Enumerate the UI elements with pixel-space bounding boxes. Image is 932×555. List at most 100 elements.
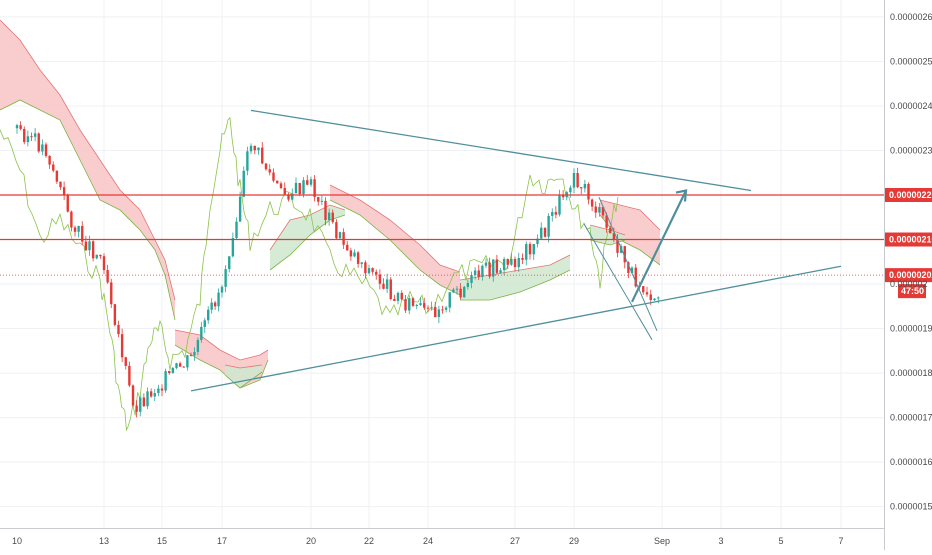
countdown-bg <box>898 284 926 299</box>
candle-body <box>249 145 253 152</box>
candle-body <box>178 363 182 367</box>
time-tick-label: 10 <box>12 536 22 546</box>
trendline-lower[interactable] <box>190 265 842 392</box>
candle-body <box>360 262 363 264</box>
cloud-bullish-3-edge-b <box>460 269 571 301</box>
candle-body <box>120 334 124 358</box>
candle-body <box>517 257 520 268</box>
candle-body <box>371 268 374 272</box>
time-tick-label: 7 <box>838 536 843 546</box>
candle-body <box>287 194 290 200</box>
candle-body <box>558 195 561 215</box>
candle-body <box>473 270 477 275</box>
projection-arrow-head[interactable] <box>675 189 688 202</box>
candle-body <box>189 355 193 357</box>
level-tag-220: 0.00000220 <box>889 190 932 200</box>
candle-body <box>157 388 160 394</box>
horizontal-levels[interactable] <box>0 194 884 276</box>
candle-body <box>484 262 488 266</box>
cloud-bearish-1-edge-a <box>0 19 176 301</box>
candle-body <box>525 244 528 260</box>
candle-body <box>313 179 316 197</box>
cloud-bearish-1 <box>0 20 175 320</box>
trendlines[interactable] <box>190 109 842 392</box>
candle-body <box>411 298 415 306</box>
candle-body <box>481 265 484 277</box>
channel-line-b[interactable] <box>598 197 658 331</box>
projection-arrow-shaft[interactable] <box>631 190 687 303</box>
trendline-upper[interactable] <box>250 109 752 192</box>
candle-body <box>601 207 605 216</box>
countdown-label: 47:50 <box>901 286 924 296</box>
candle-body <box>73 227 77 232</box>
candle-body <box>242 170 245 197</box>
candles <box>15 121 660 418</box>
cloud-bullish-2-edge-b <box>269 214 346 271</box>
candle-body <box>171 367 175 374</box>
candle-body <box>294 182 298 194</box>
candle-body <box>306 180 309 185</box>
candle-body <box>30 136 33 138</box>
candle-body <box>264 163 268 170</box>
time-tick-label: 3 <box>718 536 723 546</box>
candle-body <box>217 292 220 307</box>
candle-body <box>423 303 426 308</box>
candle-body <box>536 238 539 244</box>
candle-body <box>327 212 331 221</box>
candle-body <box>153 393 156 397</box>
time-tick-label: 15 <box>157 536 167 546</box>
candle-body <box>521 257 524 260</box>
candle-body <box>499 270 502 273</box>
candle-body <box>364 262 367 274</box>
candle-body <box>657 297 660 299</box>
candle-body <box>543 227 547 237</box>
candle-body <box>619 246 623 253</box>
candle-body <box>257 147 260 151</box>
candle-body <box>324 200 327 221</box>
candle-body <box>139 397 142 412</box>
candle-body <box>88 241 91 251</box>
candle-body <box>623 246 626 263</box>
candle-body <box>128 365 131 386</box>
candle-body <box>160 388 164 391</box>
candle-body <box>81 225 84 242</box>
candle-body <box>37 133 40 152</box>
cloud-bearish-4-edge-a <box>599 199 661 231</box>
candle-body <box>182 366 185 368</box>
candle-body <box>506 258 509 265</box>
candle-body <box>175 363 178 368</box>
candle-body <box>375 271 378 275</box>
candle-body <box>554 212 558 215</box>
candle-body <box>272 172 275 181</box>
candle-body <box>415 305 418 307</box>
candle-body <box>459 288 462 298</box>
candle-body <box>367 268 371 274</box>
candle-body <box>91 241 95 259</box>
candle-body <box>77 225 80 232</box>
time-tick-label: 29 <box>569 536 579 546</box>
candle-body <box>569 187 572 193</box>
candle-body <box>149 391 153 397</box>
candle-body <box>331 212 334 223</box>
channel-line-a[interactable] <box>583 223 653 340</box>
candle-body <box>356 252 360 264</box>
current-price-tag: 0.00000202 <box>889 270 932 280</box>
time-tick-label: 24 <box>423 536 433 546</box>
candle-body <box>213 302 217 307</box>
lagging-span <box>0 116 619 432</box>
candle-body <box>634 267 637 287</box>
candle-body <box>382 283 385 289</box>
candle-body <box>70 211 73 228</box>
candle-body <box>645 292 649 295</box>
candle-body <box>404 299 407 311</box>
candle-body <box>576 172 579 188</box>
candle-body <box>110 282 113 305</box>
candle-body <box>463 286 466 298</box>
candle-body <box>583 183 587 189</box>
candle-body <box>353 252 356 257</box>
